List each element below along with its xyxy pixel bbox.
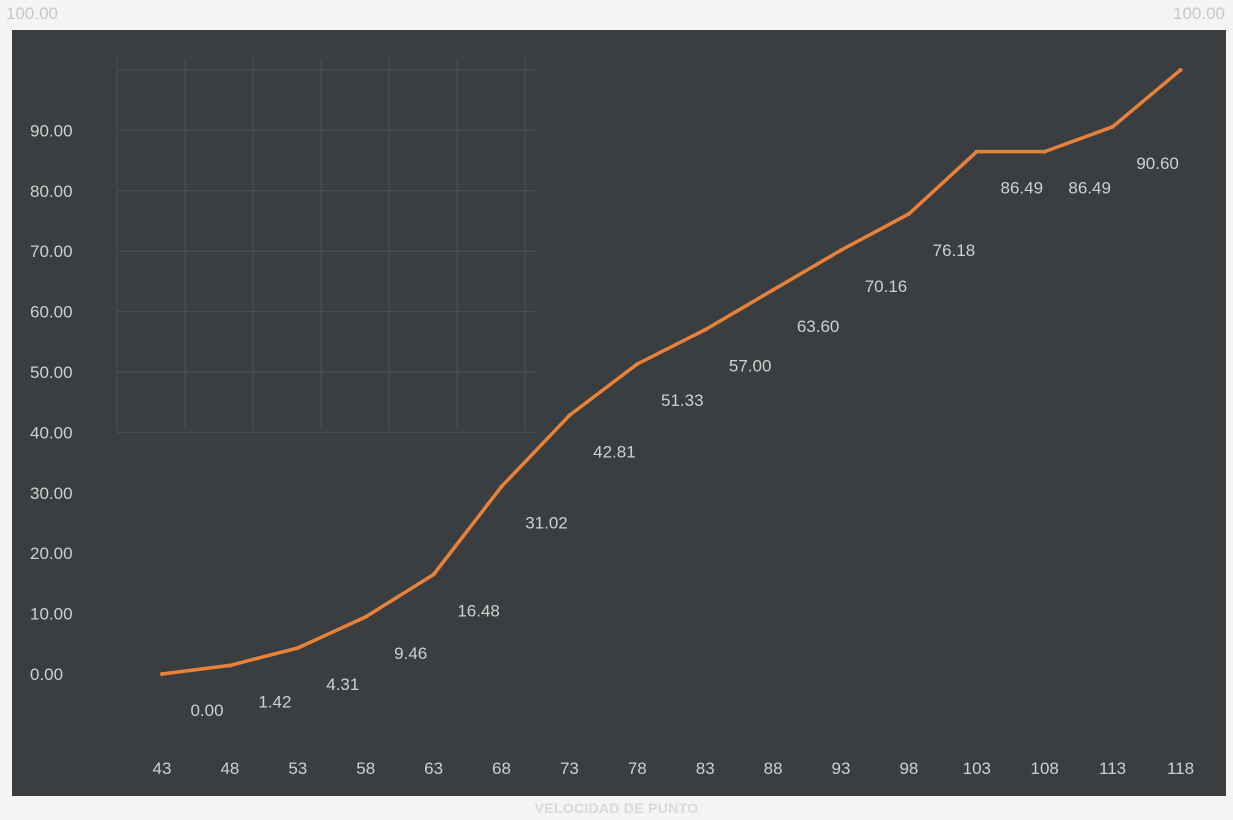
- y-tick-label: 0.00: [30, 665, 63, 684]
- data-point: [635, 361, 640, 366]
- data-label: 51.33: [661, 391, 704, 410]
- x-tick-label: 53: [288, 759, 307, 778]
- data-label: 1.42: [258, 692, 291, 711]
- x-tick-label: 68: [492, 759, 511, 778]
- line-chart: 0.00 10.00 20.00 30.00 40.00 50.00 60.00 70.00 8…: [30, 58, 1195, 778]
- data-point: [906, 211, 911, 216]
- x-tick-label: 88: [764, 759, 783, 778]
- x-tick-label: 73: [560, 759, 579, 778]
- y-tick-label: 30.00: [30, 484, 73, 503]
- x-tick-label: 78: [628, 759, 647, 778]
- y-tick-label: 90.00: [30, 121, 73, 140]
- y-tick-label: 70.00: [30, 242, 73, 261]
- x-tick-label: 118: [1167, 759, 1194, 778]
- data-labels: 0.00 1.42 4.31 9.46 16.48 31.02 42.81 51.33 57.0…: [190, 154, 1178, 720]
- data-point: [1042, 149, 1047, 154]
- data-label: 86.49: [1001, 179, 1044, 198]
- data-point: [567, 413, 572, 418]
- data-point: [363, 614, 368, 619]
- data-point: [839, 248, 843, 253]
- x-tick-label: 48: [220, 759, 239, 778]
- data-point: [1110, 124, 1115, 129]
- y-tick-label: 50.00: [30, 363, 73, 382]
- data-point: [974, 149, 979, 154]
- data-point: [703, 327, 708, 332]
- data-point: [295, 645, 300, 650]
- data-label: 57.00: [729, 357, 772, 376]
- data-label: 63.60: [797, 317, 840, 336]
- data-label: 4.31: [326, 675, 359, 694]
- data-label: 9.46: [394, 644, 427, 663]
- x-tick-label: 113: [1099, 759, 1126, 778]
- x-tick-label: 108: [1031, 759, 1059, 778]
- x-tick-label: 43: [153, 759, 172, 778]
- data-label: 0.00: [190, 701, 223, 720]
- x-tick-label: 93: [832, 759, 851, 778]
- corner-label-right: 100.00: [1173, 4, 1225, 23]
- data-label: 76.18: [933, 241, 976, 260]
- data-label: 42.81: [593, 442, 636, 461]
- data-label: 86.49: [1068, 179, 1111, 198]
- series-line-layer: [160, 68, 1183, 676]
- y-tick-labels: 0.00 10.00 20.00 30.00 40.00 50.00 60.00 70.00 8…: [30, 121, 73, 684]
- x-tick-label: 98: [899, 759, 918, 778]
- data-point: [499, 484, 504, 489]
- data-point: [771, 287, 776, 292]
- data-point: [1178, 68, 1183, 72]
- data-point: [431, 572, 436, 577]
- x-tick-labels: 43 48 53 58 63 68 73 78 83 88 93 98 103 108 113 118: [153, 759, 1195, 778]
- x-tick-label: 103: [963, 759, 991, 778]
- x-tick-label: 83: [696, 759, 715, 778]
- corner-label-left: 100.00: [6, 4, 58, 23]
- data-point: [227, 663, 232, 668]
- series-line: [160, 68, 1183, 676]
- data-label: 90.60: [1136, 154, 1179, 173]
- x-axis-title: VELOCIDAD DE PUNTO: [534, 800, 699, 816]
- x-tick-label: 58: [356, 759, 375, 778]
- x-tick-label: 63: [424, 759, 443, 778]
- data-label: 31.02: [525, 514, 568, 533]
- y-tick-label: 60.00: [30, 303, 73, 322]
- chart-panel: 0.00 10.00 20.00 30.00 40.00 50.00 60.00 70.00 8…: [12, 30, 1226, 796]
- y-tick-label: 40.00: [30, 423, 73, 442]
- y-tick-label: 20.00: [30, 544, 73, 563]
- data-point: [160, 672, 164, 676]
- data-label: 16.48: [457, 601, 500, 620]
- data-label: 70.16: [865, 277, 908, 296]
- grid-layer: [116, 58, 537, 433]
- y-tick-label: 80.00: [30, 182, 73, 201]
- y-tick-label: 10.00: [30, 605, 73, 624]
